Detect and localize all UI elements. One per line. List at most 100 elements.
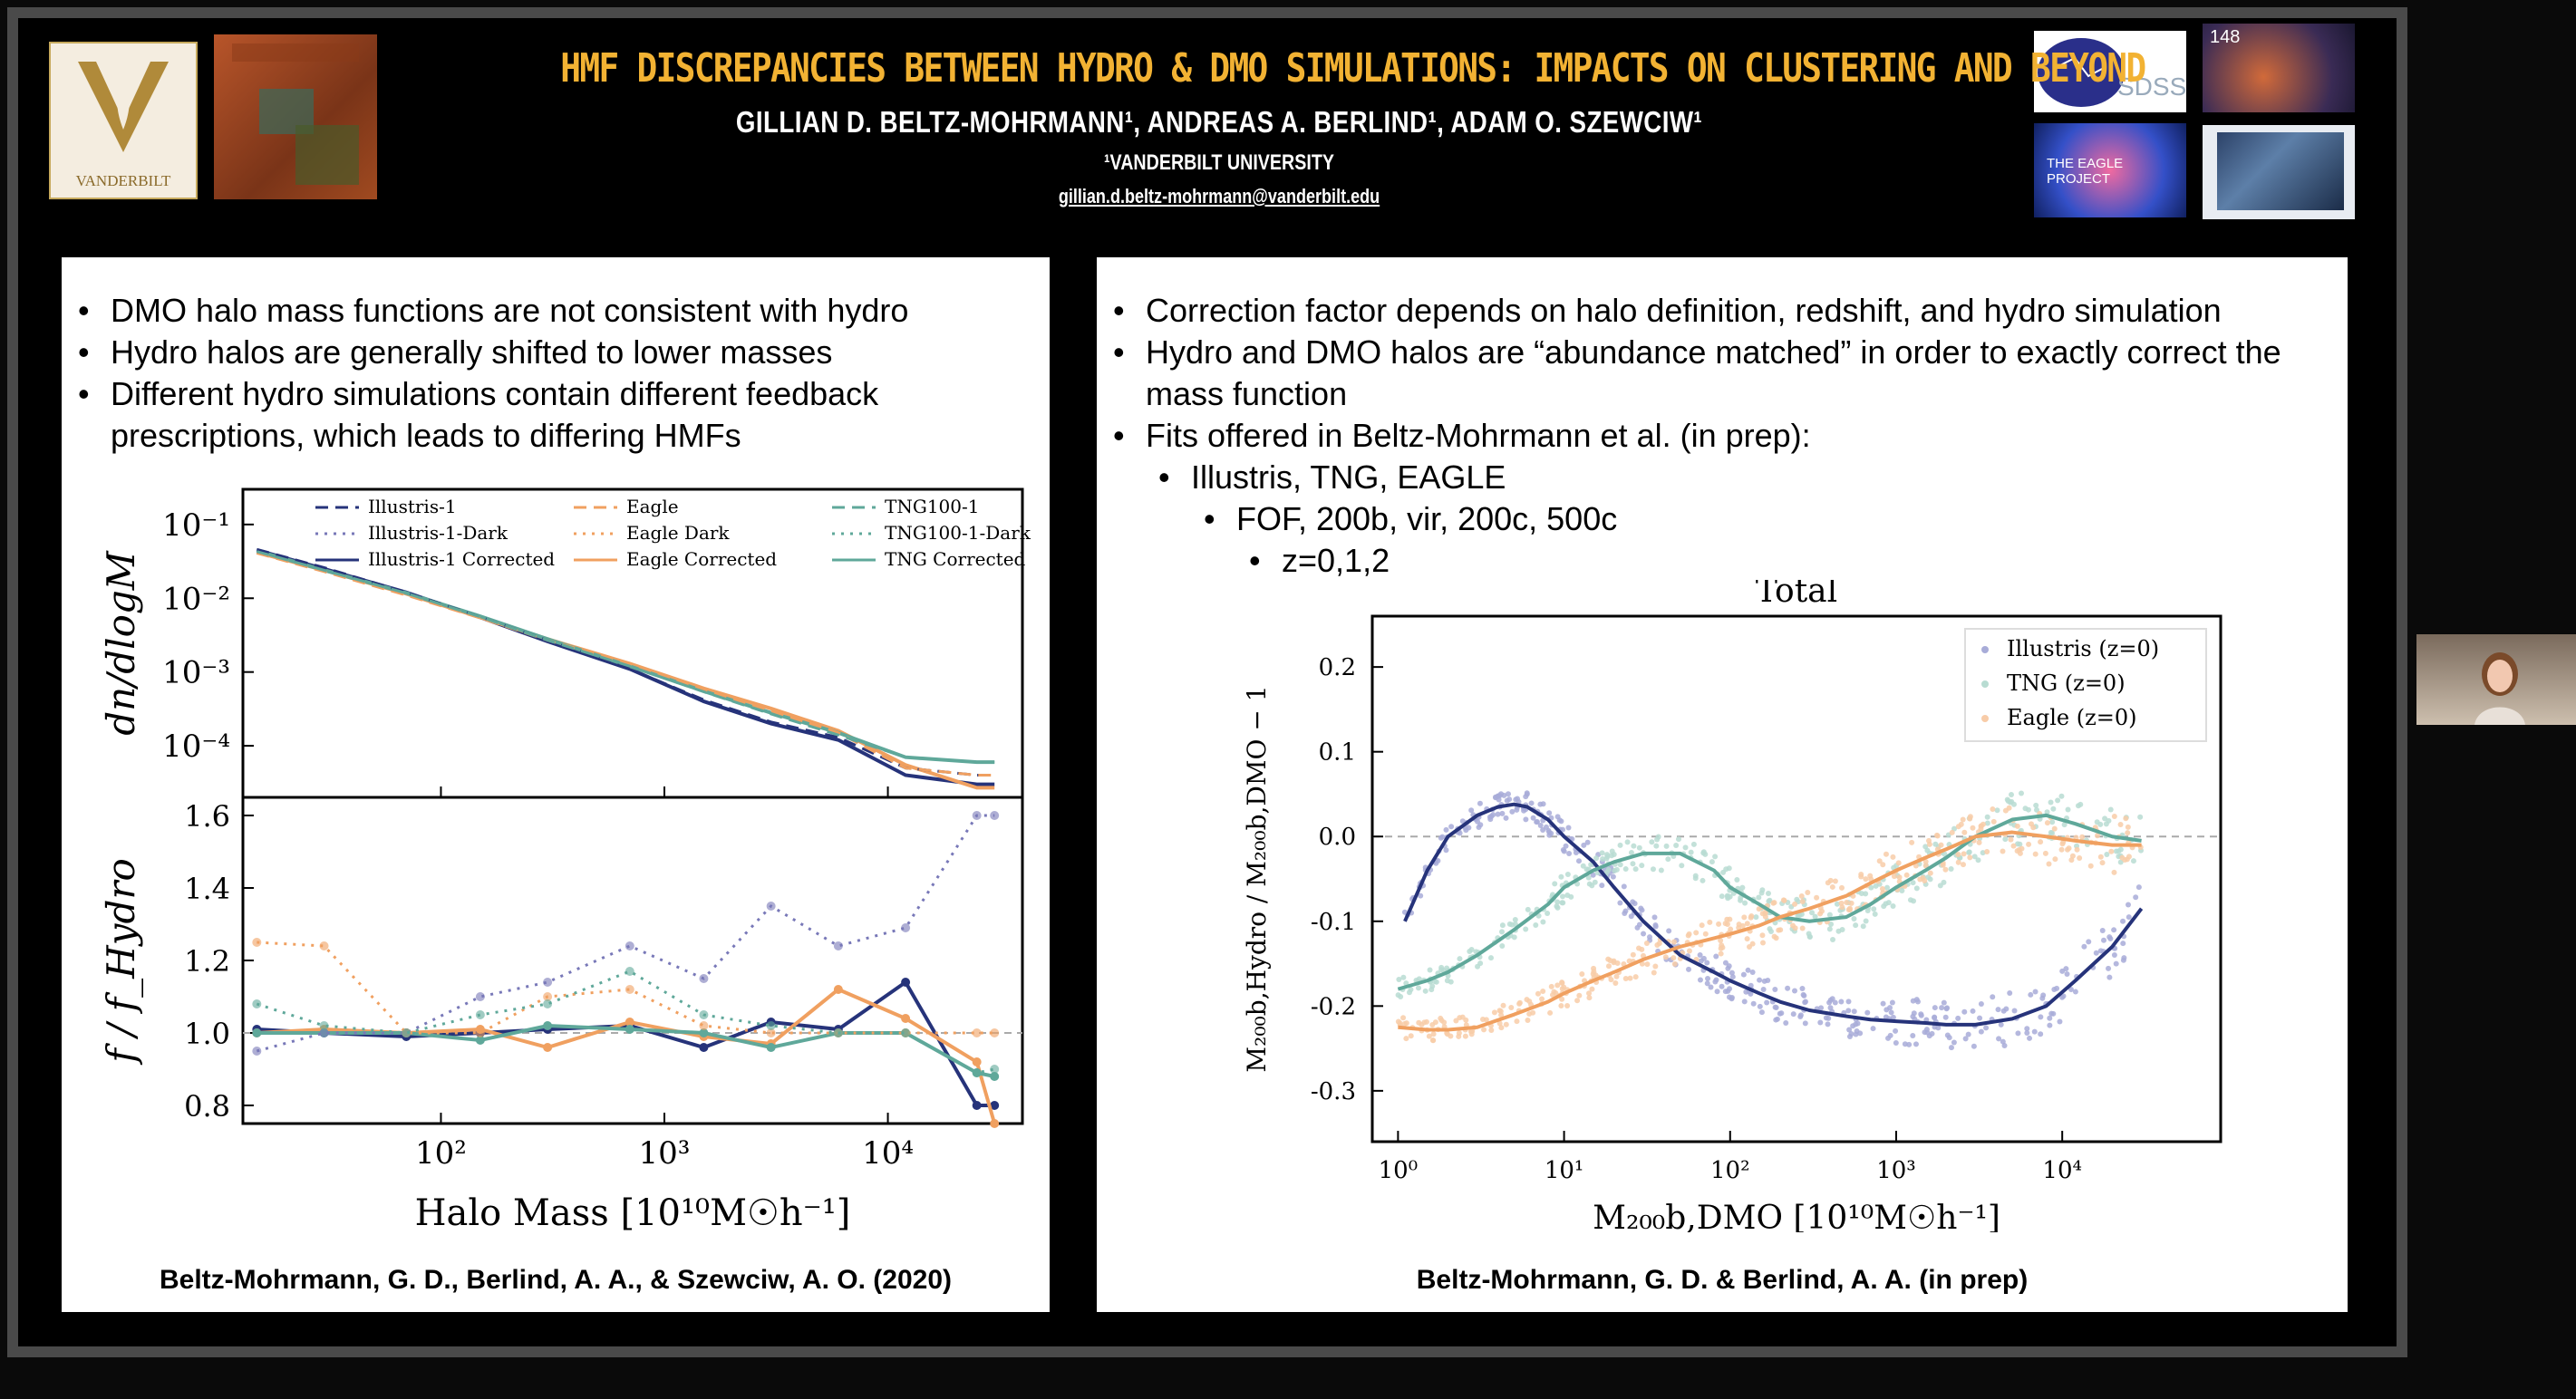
- scatter-point: [1526, 1011, 1533, 1018]
- scatter-point: [1864, 1009, 1871, 1016]
- data-point: [901, 978, 911, 987]
- scatter-point: [1951, 1039, 1957, 1046]
- scatter-point: [2111, 814, 2117, 820]
- scatter-point: [1839, 927, 1845, 933]
- scatter-point: [1748, 914, 1754, 921]
- scatter-point: [1496, 1020, 1503, 1027]
- scatter-point: [1863, 891, 1869, 897]
- scatter-point: [1893, 1028, 1899, 1034]
- scatter-point: [1749, 941, 1756, 947]
- scatter-point: [1537, 822, 1544, 828]
- scatter-point: [1651, 914, 1658, 921]
- scatter-point: [2135, 884, 2142, 891]
- scatter-point: [1540, 826, 1546, 833]
- scatter-point: [1438, 835, 1444, 841]
- scatter-point: [1418, 892, 1424, 899]
- scatter-point: [1432, 1019, 1438, 1026]
- scatter-point: [2054, 985, 2060, 991]
- scatter-point: [1712, 854, 1719, 860]
- y-tick-label: 1.0: [184, 1017, 230, 1051]
- scatter-point: [2011, 1008, 2018, 1014]
- scatter-point: [1592, 879, 1598, 885]
- scatter-point: [1736, 921, 1742, 928]
- scatter-point: [1488, 1027, 1495, 1033]
- scatter-point: [1759, 932, 1766, 939]
- scatter-point: [1651, 970, 1657, 976]
- scatter-point: [1926, 837, 1932, 844]
- data-point: [252, 938, 262, 947]
- data-point: [402, 1028, 412, 1037]
- scatter-point: [1415, 985, 1421, 991]
- scatter-point: [1448, 1033, 1454, 1039]
- scatter-point: [1722, 989, 1729, 995]
- data-point: [625, 967, 634, 976]
- scatter-point: [1918, 1012, 1924, 1018]
- scatter-point: [2117, 821, 2124, 827]
- scatter-point: [1626, 958, 1632, 964]
- right-panel: Correction factor depends on halo defini…: [1097, 257, 2348, 1312]
- scatter-point: [2066, 845, 2072, 852]
- y-tick-label: 0.0: [1319, 824, 1356, 851]
- scatter-point: [2126, 914, 2132, 921]
- scatter-point: [2097, 821, 2104, 827]
- scatter-point: [1539, 996, 1545, 1002]
- legend-label: Illustris (z=0): [2007, 636, 2159, 661]
- scatter-point: [1759, 887, 1766, 893]
- scatter-point: [1767, 926, 1773, 932]
- legend-label: Eagle: [626, 496, 679, 517]
- scatter-point: [1675, 836, 1681, 843]
- scatter-point: [2047, 1015, 2053, 1021]
- scatter-point: [1848, 900, 1855, 906]
- scatter-point: [1427, 967, 1433, 973]
- scatter-point: [1713, 977, 1719, 983]
- x-tick-label: 10²: [415, 1135, 467, 1172]
- scatter-point: [1725, 895, 1731, 902]
- chart-title: Total: [1756, 580, 1837, 610]
- scatter-point: [1955, 851, 1961, 857]
- scatter-point: [1495, 811, 1501, 817]
- legend-label: Eagle (z=0): [2007, 705, 2136, 730]
- scatter-point: [1559, 900, 1565, 906]
- scatter-point: [1719, 893, 1725, 900]
- scatter-point: [1644, 961, 1651, 968]
- data-point: [543, 1043, 553, 1052]
- scatter-point: [1923, 1027, 1930, 1033]
- scatter-point: [1428, 987, 1435, 993]
- scatter-point: [2116, 848, 2122, 854]
- webcam-thumbnail[interactable]: [2416, 634, 2576, 725]
- scatter-point: [1416, 1019, 1422, 1026]
- scatter-point: [1565, 825, 1572, 831]
- data-point: [972, 1028, 982, 1037]
- legend-label: Illustris-1-Dark: [368, 522, 508, 544]
- scatter-point: [1726, 963, 1732, 970]
- data-point: [319, 1021, 329, 1030]
- legend-marker: [1981, 680, 1989, 688]
- scatter-point: [1686, 966, 1692, 972]
- scatter-point: [1699, 922, 1705, 929]
- scatter-point: [1576, 992, 1583, 999]
- scatter-point: [1718, 938, 1724, 944]
- scatter-point: [1932, 1005, 1938, 1011]
- scatter-point: [1397, 1020, 1403, 1027]
- plot-frame: [1370, 614, 2223, 1143]
- scatter-point: [1765, 891, 1771, 897]
- scatter-point: [1799, 925, 1806, 931]
- scatter-point: [2107, 936, 2114, 942]
- scatter-point: [1838, 999, 1845, 1005]
- scatter-point: [1934, 833, 1941, 839]
- scatter-point: [1780, 897, 1787, 903]
- scatter-point: [1913, 863, 1919, 869]
- scatter-point: [1839, 904, 1845, 911]
- scatter-point: [1498, 929, 1505, 935]
- scatter-point: [1617, 842, 1623, 848]
- scatter-point: [1922, 859, 1929, 865]
- contact-email[interactable]: gillian.d.beltz-mohrmann@vanderbilt.edu: [1058, 185, 1380, 207]
- scatter-point: [1785, 985, 1791, 991]
- scatter-point: [1971, 854, 1978, 860]
- data-point: [990, 811, 1000, 820]
- scatter-point: [1929, 1030, 1935, 1037]
- series-line: [256, 550, 995, 764]
- data-point: [766, 1028, 776, 1037]
- scatter-point: [1825, 1021, 1831, 1028]
- scatter-point: [2106, 965, 2112, 971]
